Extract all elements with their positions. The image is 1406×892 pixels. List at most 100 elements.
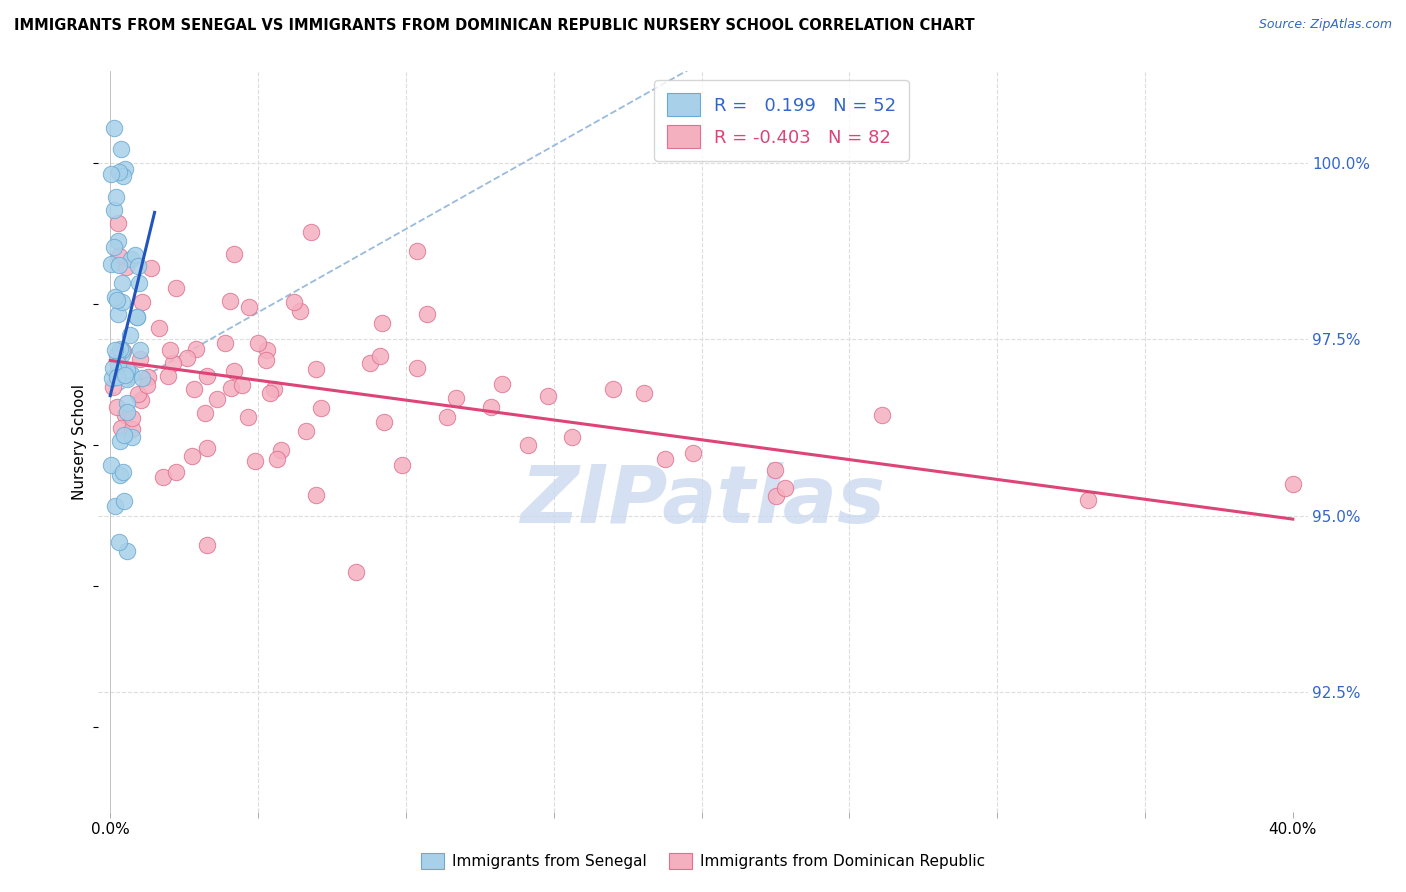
Point	[115, 395, 138, 409]
Point	[114, 368, 136, 383]
Point	[129, 343, 152, 358]
Point	[633, 385, 655, 400]
Point	[110, 142, 132, 156]
Point	[124, 247, 146, 261]
Point	[602, 382, 624, 396]
Point	[107, 165, 129, 179]
Point	[243, 454, 266, 468]
Point	[103, 203, 125, 218]
Point	[107, 293, 129, 308]
Point	[114, 161, 136, 176]
Point	[236, 410, 259, 425]
Point	[136, 370, 159, 384]
Point	[148, 321, 170, 335]
Point	[444, 391, 467, 405]
Point	[129, 393, 152, 408]
Point	[121, 411, 143, 425]
Point	[118, 328, 141, 343]
Point	[103, 120, 125, 135]
Point	[108, 468, 131, 483]
Legend: Immigrants from Senegal, Immigrants from Dominican Republic: Immigrants from Senegal, Immigrants from…	[415, 847, 991, 875]
Point	[121, 430, 143, 444]
Point	[765, 489, 787, 503]
Text: IMMIGRANTS FROM SENEGAL VS IMMIGRANTS FROM DOMINICAN REPUBLIC NURSERY SCHOOL COR: IMMIGRANTS FROM SENEGAL VS IMMIGRANTS FR…	[14, 18, 974, 33]
Point	[165, 466, 187, 480]
Point	[107, 357, 129, 371]
Point	[344, 565, 367, 579]
Point	[224, 247, 246, 261]
Point	[114, 408, 136, 422]
Point	[120, 252, 142, 266]
Point	[516, 438, 538, 452]
Point	[176, 351, 198, 366]
Point	[104, 290, 127, 304]
Point	[205, 392, 228, 406]
Point	[416, 307, 439, 321]
Point	[214, 335, 236, 350]
Point	[117, 543, 139, 558]
Point	[131, 294, 153, 309]
Point	[373, 415, 395, 429]
Legend: R =   0.199   N = 52, R = -0.403   N = 82: R = 0.199 N = 52, R = -0.403 N = 82	[654, 80, 908, 161]
Point	[111, 295, 134, 310]
Point	[391, 458, 413, 473]
Point	[103, 240, 125, 254]
Point	[309, 401, 332, 415]
Point	[184, 342, 207, 356]
Point	[263, 382, 285, 396]
Point	[219, 381, 242, 395]
Point	[159, 343, 181, 358]
Point	[246, 335, 269, 350]
Point	[368, 349, 391, 363]
Point	[128, 276, 150, 290]
Point	[283, 295, 305, 310]
Point	[107, 217, 129, 231]
Point	[111, 347, 134, 361]
Point	[112, 493, 135, 508]
Point	[222, 364, 245, 378]
Point	[111, 276, 134, 290]
Y-axis label: Nursery School: Nursery School	[72, 384, 87, 500]
Point	[115, 362, 138, 376]
Point	[107, 249, 129, 263]
Point	[405, 244, 427, 258]
Point	[107, 234, 129, 248]
Point	[166, 281, 188, 295]
Point	[100, 257, 122, 271]
Point	[104, 499, 127, 513]
Point	[218, 293, 240, 308]
Point	[105, 370, 128, 384]
Text: 0.0%: 0.0%	[91, 822, 129, 838]
Point	[121, 422, 143, 436]
Point	[108, 258, 131, 272]
Point	[104, 343, 127, 358]
Point	[115, 405, 138, 419]
Point	[115, 372, 138, 386]
Point	[359, 356, 381, 370]
Point	[773, 481, 796, 495]
Point	[135, 378, 157, 392]
Point	[197, 368, 219, 383]
Point	[114, 365, 136, 379]
Point	[479, 401, 502, 415]
Point	[537, 389, 560, 403]
Point	[125, 310, 148, 324]
Point	[127, 387, 149, 401]
Point	[105, 190, 128, 204]
Point	[183, 382, 205, 396]
Point	[105, 400, 128, 414]
Point	[295, 424, 318, 438]
Point	[157, 369, 180, 384]
Point	[682, 446, 704, 460]
Point	[162, 356, 184, 370]
Point	[100, 167, 122, 181]
Point	[101, 371, 124, 385]
Point	[256, 343, 278, 358]
Point	[152, 470, 174, 484]
Point	[111, 343, 134, 357]
Point	[195, 538, 218, 552]
Point	[259, 385, 281, 400]
Point	[103, 380, 125, 394]
Point	[305, 488, 328, 502]
Point	[561, 430, 583, 444]
